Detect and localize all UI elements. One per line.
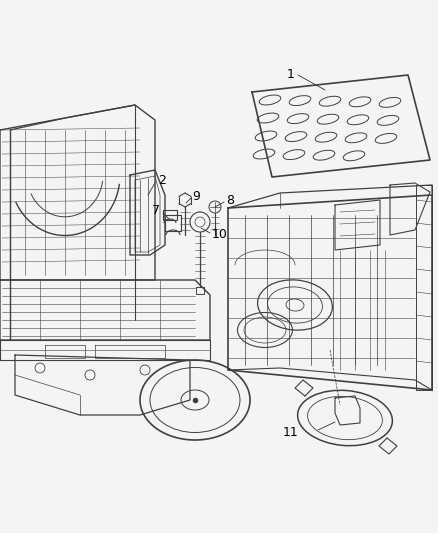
Text: 1: 1: [287, 69, 295, 82]
Text: 11: 11: [282, 425, 298, 439]
Text: 7: 7: [152, 204, 160, 216]
Text: 10: 10: [212, 229, 228, 241]
Text: 9: 9: [192, 190, 200, 203]
Text: 8: 8: [226, 193, 234, 206]
Text: 2: 2: [158, 174, 166, 187]
